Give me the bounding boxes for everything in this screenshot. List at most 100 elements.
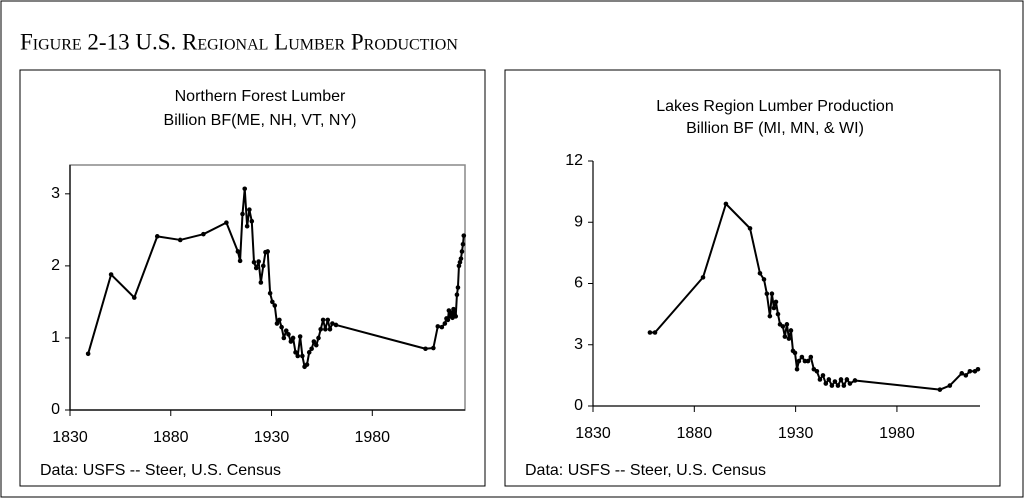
data-point	[277, 317, 282, 323]
x-tick-label: 1930	[254, 429, 290, 446]
y-tick-label: 0	[574, 397, 583, 414]
data-point	[325, 317, 331, 323]
data-point	[647, 330, 653, 335]
data-point	[780, 324, 786, 329]
x-tick-label: 1880	[153, 429, 189, 446]
data-point	[771, 305, 777, 311]
chart-title: Northern Forest Lumber	[175, 88, 346, 105]
data-point	[788, 328, 794, 333]
data-point	[844, 377, 850, 382]
x-tick-label: 1830	[52, 429, 88, 446]
data-point	[963, 373, 969, 378]
data-point	[258, 280, 264, 285]
data-point	[85, 351, 91, 357]
data-point	[460, 241, 466, 247]
data-point	[975, 366, 981, 372]
data-point	[327, 326, 333, 332]
data-point	[283, 328, 289, 334]
data-point	[808, 354, 814, 360]
data-point	[318, 326, 324, 332]
y-tick-label: 1	[51, 329, 60, 346]
data-point	[453, 314, 459, 319]
data-point	[423, 346, 428, 352]
data-point	[439, 324, 445, 330]
data-point	[201, 231, 206, 237]
data-point	[251, 259, 257, 265]
data-point	[304, 362, 310, 367]
data-point	[459, 249, 465, 254]
panel-border	[19, 69, 486, 487]
y-tick-label: 2	[51, 257, 60, 274]
data-point	[456, 263, 462, 269]
y-tick-label: 9	[574, 213, 583, 230]
data-point	[764, 291, 770, 297]
data-point	[154, 234, 160, 239]
x-tick-label: 1980	[879, 425, 915, 442]
x-tick-label: 1830	[575, 425, 611, 442]
data-point	[290, 335, 296, 341]
data-point	[445, 317, 451, 323]
data-point	[235, 249, 241, 254]
data-point	[820, 373, 826, 378]
data-point	[260, 263, 266, 269]
data-point	[431, 345, 436, 351]
data-point	[274, 321, 280, 326]
data-point	[782, 334, 788, 339]
data-point	[320, 317, 326, 323]
y-tick-label: 3	[574, 336, 583, 353]
data-point	[288, 339, 294, 344]
source-note: Data: USFS -- Steer, U.S. Census	[40, 462, 281, 479]
data-point	[937, 387, 943, 392]
data-point	[295, 353, 301, 359]
data-point	[253, 265, 259, 271]
data-point	[761, 277, 767, 282]
data-point	[792, 350, 798, 356]
data-point	[333, 322, 339, 328]
data-point	[852, 378, 858, 383]
data-point	[286, 332, 291, 337]
x-tick-label: 1980	[354, 429, 390, 446]
x-tick-label: 1930	[778, 425, 814, 442]
data-point	[817, 377, 823, 382]
data-point	[461, 233, 467, 238]
panel-border	[504, 69, 1001, 487]
data-point	[455, 285, 461, 290]
data-point	[177, 237, 183, 243]
source-note: Data: USFS -- Steer, U.S. Census	[525, 462, 766, 479]
data-point	[279, 324, 284, 330]
data-point	[435, 324, 441, 329]
data-point	[832, 379, 838, 384]
data-point	[773, 299, 779, 305]
data-point	[784, 322, 790, 327]
data-point	[131, 295, 137, 300]
x-tick-label: 1880	[677, 425, 713, 442]
data-point	[700, 275, 706, 280]
y-tick-label: 3	[51, 185, 60, 202]
data-point	[249, 218, 255, 224]
data-point	[293, 350, 298, 355]
data-point	[267, 290, 273, 296]
data-point	[796, 358, 802, 364]
data-point	[451, 306, 456, 312]
data-point	[297, 334, 303, 339]
data-point	[265, 249, 271, 254]
chart-subtitle: Billion BF (MI, MN, & WI)	[686, 120, 864, 137]
data-point	[652, 330, 658, 335]
data-point	[442, 321, 448, 326]
data-point	[448, 310, 454, 316]
data-point	[823, 381, 829, 386]
data-point	[457, 259, 463, 265]
data-point	[841, 383, 847, 388]
data-point	[786, 336, 792, 341]
data-point	[835, 383, 841, 388]
data-point	[306, 350, 312, 355]
data-point	[767, 313, 773, 319]
data-point	[829, 383, 835, 388]
data-point	[723, 201, 729, 207]
data-point	[805, 358, 811, 364]
data-point	[256, 259, 261, 264]
data-point	[247, 207, 252, 212]
data-point	[244, 223, 250, 229]
